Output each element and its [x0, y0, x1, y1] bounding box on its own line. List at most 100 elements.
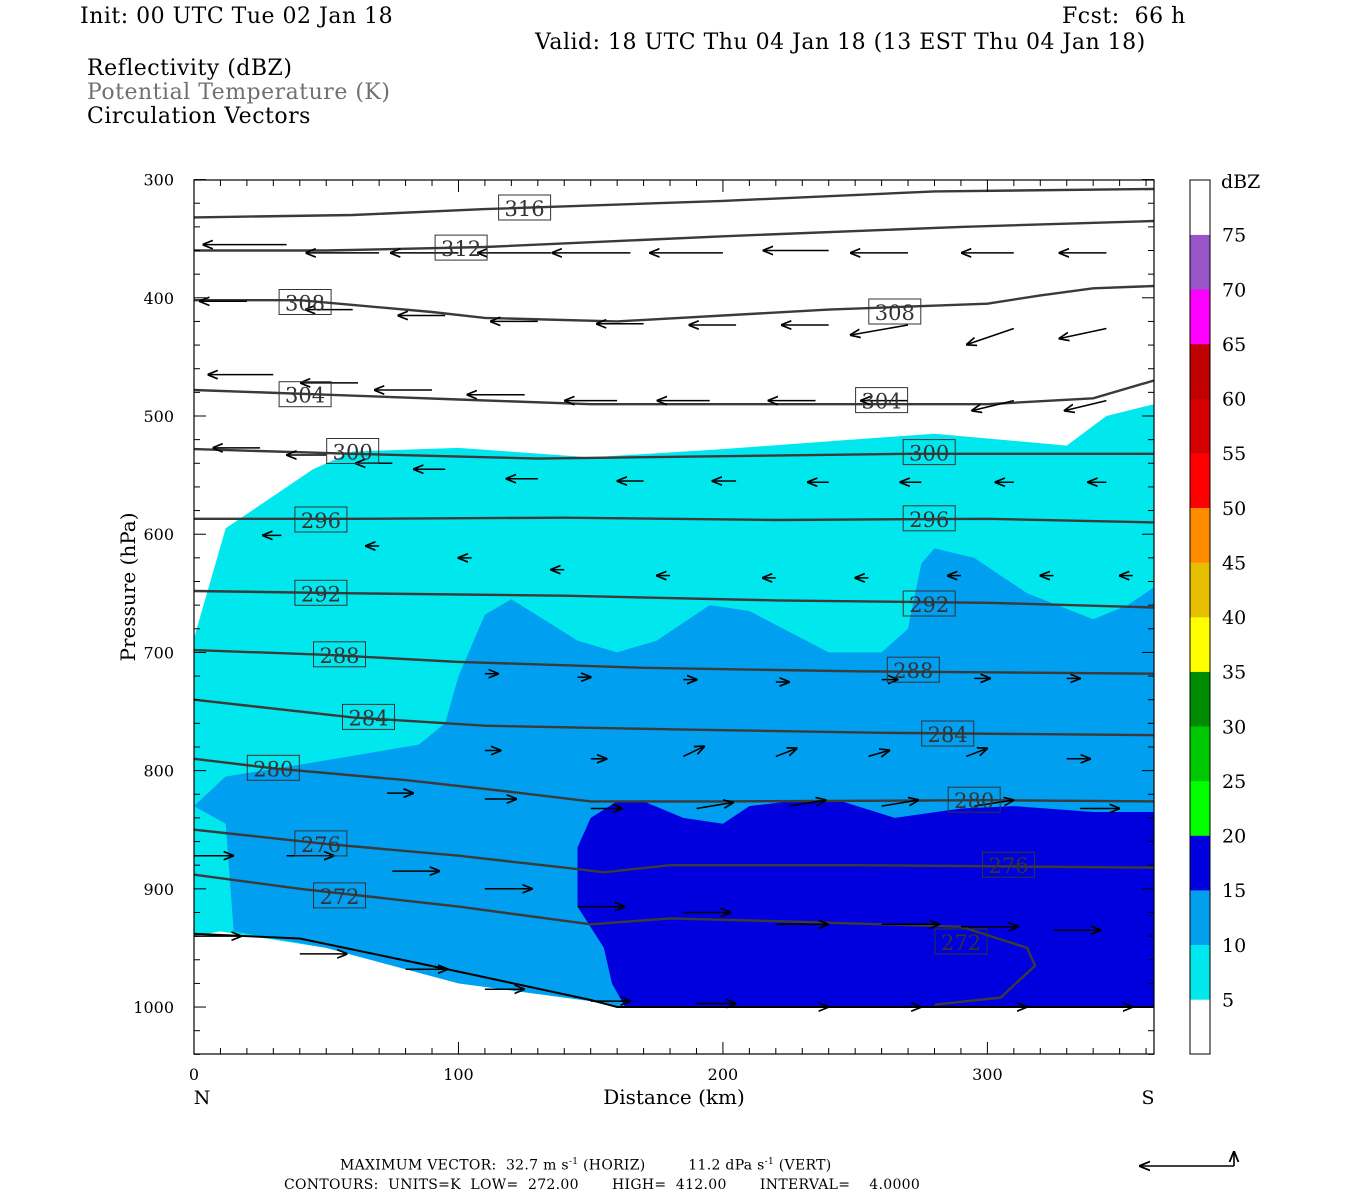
theta-contour-label-text: 296 [301, 509, 341, 533]
south-end-label: S [1141, 1087, 1154, 1109]
colorbar-swatch [1190, 507, 1210, 563]
colorbar-swatch [1190, 835, 1210, 891]
theta-contour-284 [194, 698, 1154, 737]
theta-contour-label-text: 288 [893, 659, 933, 683]
x-tick-label: 100 [443, 1065, 474, 1084]
colorbar-label: 60 [1222, 389, 1246, 411]
colorbar-label: 35 [1222, 662, 1246, 684]
y-tick-label: 900 [143, 880, 174, 899]
theta-contour-label: 312 [434, 234, 488, 261]
circulation-vector [775, 748, 797, 758]
y-tick-label: 1000 [133, 998, 174, 1017]
theta-contour-label: 280 [947, 786, 1001, 813]
colorbar-label: 5 [1222, 989, 1234, 1011]
valid-time-label: Valid: 18 UTC Thu 04 Jan 18 (13 EST Thu … [535, 30, 1146, 55]
theta-contour-296 [194, 516, 1154, 524]
colorbar-swatch [1190, 890, 1210, 945]
theta-contour-label-text: 272 [941, 931, 981, 955]
north-end-label: N [194, 1087, 211, 1109]
theta-contour-label: 276 [294, 830, 348, 857]
y-tick-label: 700 [143, 643, 174, 662]
colorbar-swatch [1190, 780, 1210, 836]
theta-contour-label: 300 [902, 439, 956, 466]
theta-contour-label-text: 300 [333, 441, 373, 465]
theta-contour-label: 304 [278, 381, 332, 408]
colorbar-swatch [1190, 180, 1210, 235]
theta-contour-label: 304 [855, 387, 909, 414]
theta-contour-label-text: 304 [285, 384, 325, 408]
circulation-vector [974, 800, 1013, 807]
theta-contour-label-text: 316 [505, 197, 545, 221]
y-axis-title: Pressure (hPa) [116, 513, 140, 662]
theta-contour-label-text: 292 [909, 593, 949, 617]
colorbar-label: 15 [1222, 880, 1246, 902]
theta-contour-label: 292 [902, 590, 956, 617]
circulation-vector [967, 327, 1015, 345]
colorbar-label: 20 [1222, 826, 1246, 848]
theta-contour-label-text: 280 [954, 789, 994, 813]
x-tick-label: 300 [972, 1065, 1003, 1084]
circulation-vector [868, 750, 889, 756]
colorbar-swatch [1190, 562, 1210, 618]
colorbar-label: 30 [1222, 716, 1246, 738]
theta-contour-label: 272 [934, 928, 988, 955]
colorbar-swatch [1190, 289, 1210, 345]
theta-contour-label-text: 284 [348, 706, 388, 730]
theta-contour-label-text: 312 [441, 237, 481, 261]
theta-contour-label-text: 288 [319, 644, 359, 668]
theta-contour-label-text: 304 [862, 390, 902, 414]
colorbar-frame [1189, 179, 1211, 1055]
theta-contour-312 [194, 219, 1154, 252]
reflectivity-region-15dbz [577, 801, 1154, 1007]
theta-contour-label: 316 [498, 194, 552, 221]
colorbar-label: 55 [1222, 443, 1246, 465]
contour-info-note: CONTOURS: UNITS=K LOW= 272.00 HIGH= 412.… [284, 1177, 921, 1193]
theta-contour-label: 296 [902, 505, 956, 532]
max-vector-end: (VERT) [774, 1157, 832, 1174]
theta-contour-label-text: 284 [928, 723, 968, 747]
theta-contour-label-text: 296 [909, 508, 949, 532]
theta-contour-280 [194, 757, 1154, 803]
y-tick-label: 600 [143, 525, 174, 544]
colorbar-swatch [1190, 999, 1210, 1055]
circulation-vector [851, 324, 909, 335]
max-vector-vert-exp: -1 [764, 1157, 775, 1167]
colorbar-swatch [1190, 234, 1210, 290]
colorbar-label: 25 [1222, 771, 1246, 793]
theta-contour-label: 272 [313, 882, 366, 909]
theta-contour-label: 288 [313, 641, 366, 668]
colorbar-swatch [1190, 453, 1210, 508]
colorbar-label: 75 [1222, 225, 1246, 247]
x-axis-title: Distance (km) [603, 1085, 745, 1109]
colorbar-swatch [1190, 617, 1210, 672]
max-vector-horiz-exp: -1 [568, 1157, 579, 1167]
forecast-hour-label: Fcst: 66 h [1062, 4, 1186, 29]
theta-contour-label: 276 [982, 851, 1035, 878]
theta-contour-label: 300 [326, 438, 380, 465]
colorbar-swatch [1190, 398, 1210, 454]
theta-contour-292 [194, 589, 1154, 609]
theta-contour-276 [194, 828, 1154, 874]
colorbar-label: 45 [1222, 552, 1246, 574]
theta-contour-label-text: 276 [988, 854, 1028, 878]
field-label-reflectivity: Reflectivity (dBZ) [87, 56, 293, 81]
y-tick-label: 400 [143, 289, 174, 308]
max-vector-note: MAXIMUM VECTOR: 32.7 m s-1 (HORIZ) 11.2 … [340, 1157, 831, 1174]
theta-contour-label-text: 272 [319, 885, 359, 909]
max-vector-prefix: MAXIMUM VECTOR: 32.7 m s [340, 1157, 569, 1174]
circulation-vector [881, 800, 918, 807]
colorbar-title: dBZ [1221, 171, 1260, 193]
colorbar-swatch [1190, 726, 1210, 782]
max-vector-mid: (HORIZ) 11.2 dPa s [578, 1157, 765, 1174]
circulation-vector [788, 800, 825, 807]
colorbar-label: 50 [1222, 498, 1246, 520]
colorbar-swatch [1190, 343, 1210, 399]
theta-contour-label: 296 [294, 506, 348, 533]
colorbar-label: 70 [1222, 279, 1246, 301]
colorbar-label: 40 [1222, 607, 1246, 629]
theta-contour-label: 280 [246, 754, 300, 781]
plot-frame [193, 179, 1155, 1055]
x-tick-label: 200 [708, 1065, 739, 1084]
theta-contour-label: 308 [868, 298, 922, 325]
